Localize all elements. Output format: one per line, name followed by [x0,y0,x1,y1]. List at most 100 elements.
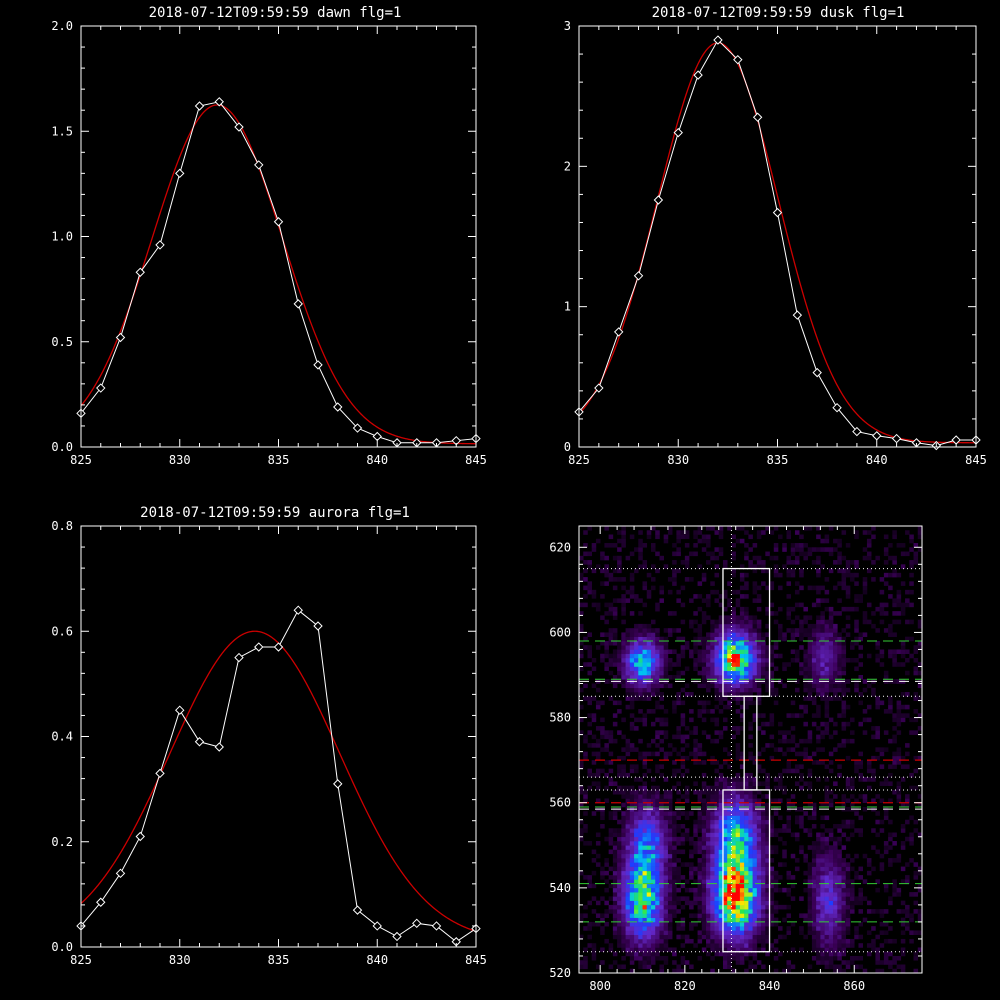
heatmap-cell [841,640,847,646]
heatmap-cell [655,568,660,574]
heatmap-cell [667,802,673,808]
heatmap-cell [625,943,631,948]
heatmap-cell [828,836,834,842]
heatmap-cell [663,947,669,953]
heatmap-cell [629,938,635,944]
heatmap-cell [824,721,830,727]
heatmap-cell [786,828,792,833]
heatmap-cell [676,568,681,574]
heatmap-cell [769,913,775,918]
heatmap-cell [866,653,872,659]
heatmap-cell [642,781,648,786]
heatmap-cell [714,623,720,629]
heatmap-cell [680,862,686,867]
heatmap-cell [820,870,825,876]
heatmap-cell [833,649,838,655]
heatmap-cell [612,598,618,603]
heatmap-cell [710,632,715,637]
heatmap-cell [790,832,796,838]
heatmap-cell [650,662,656,667]
heatmap-cell [663,815,669,821]
heatmap-cell [748,649,753,655]
heatmap-cell [905,657,910,663]
heatmap-cell [684,564,690,569]
heatmap-cell [850,640,855,646]
heatmap-cell [655,853,660,859]
heatmap-cell [850,560,855,565]
heatmap-cell [650,547,656,552]
heatmap-cell [706,862,711,867]
heatmap-cell [900,645,906,650]
heatmap-cell [655,870,660,876]
heatmap-cell [650,879,656,884]
heatmap-cell [807,879,813,884]
heatmap-cell [875,704,880,710]
heatmap-cell [752,845,758,850]
heatmap-cell [879,653,885,659]
heatmap-cell [879,751,885,757]
heatmap-cell [858,675,864,680]
heatmap-cell [744,921,749,927]
heatmap-cell [650,866,656,872]
heatmap-cell [646,696,652,701]
heatmap-cell [646,709,652,714]
heatmap-cell [617,538,622,544]
heatmap-cell [879,602,885,608]
heatmap-cell [629,913,635,918]
heatmap-cell [701,917,707,923]
heatmap-cell [896,785,902,791]
heatmap-cell [710,581,715,586]
heatmap-cell [837,772,842,778]
heatmap-cell [761,947,766,953]
heatmap-cell [710,798,715,804]
heatmap-cell [680,670,686,676]
heatmap-cell [811,824,817,829]
heatmap-cell [667,683,673,689]
heatmap-cell [828,921,834,927]
heatmap-cell [739,883,745,889]
heatmap-cell [722,955,728,961]
heatmap-cell [837,555,842,561]
heatmap-cell [850,777,855,782]
heatmap-cell [621,828,626,833]
heatmap-cell [905,551,910,557]
heatmap-cell [722,657,728,663]
heatmap-cell [888,960,893,965]
heatmap-cell [799,930,804,935]
heatmap-cell [710,640,715,646]
heatmap-cell [841,883,847,889]
heatmap-cell [739,649,745,655]
heatmap-cell [701,679,707,684]
heatmap-cell [735,794,741,799]
heatmap-cell [761,870,766,876]
heatmap-cell [883,709,889,714]
heatmap-cell [811,657,817,663]
heatmap-cell [714,858,720,863]
heatmap-cell [837,926,842,931]
heatmap-cell [748,943,753,948]
heatmap-cell [778,585,783,591]
heatmap-cell [579,785,584,791]
heatmap-cell [612,683,618,689]
heatmap-cell [663,934,669,940]
heatmap-cell [612,845,618,850]
heatmap-cell [701,841,707,846]
heatmap-cell [896,572,902,578]
heatmap-cell [820,649,825,655]
heatmap-cell [850,824,855,829]
heatmap-cell [896,717,902,723]
heatmap-cell [693,657,698,663]
heatmap-cell [748,964,753,970]
heatmap-cell [850,904,855,910]
heatmap-cell [803,747,808,752]
heatmap-cell [752,713,758,718]
heatmap-cell [739,938,745,944]
heatmap-cell [879,853,885,859]
heatmap-cell [731,896,736,901]
heatmap-cell [828,734,834,740]
heatmap-cell [655,670,660,676]
heatmap-cell [650,819,656,825]
heatmap-cell [629,534,635,540]
heatmap-x-tick-label: 840 [759,979,781,993]
heatmap-cell [731,662,736,667]
